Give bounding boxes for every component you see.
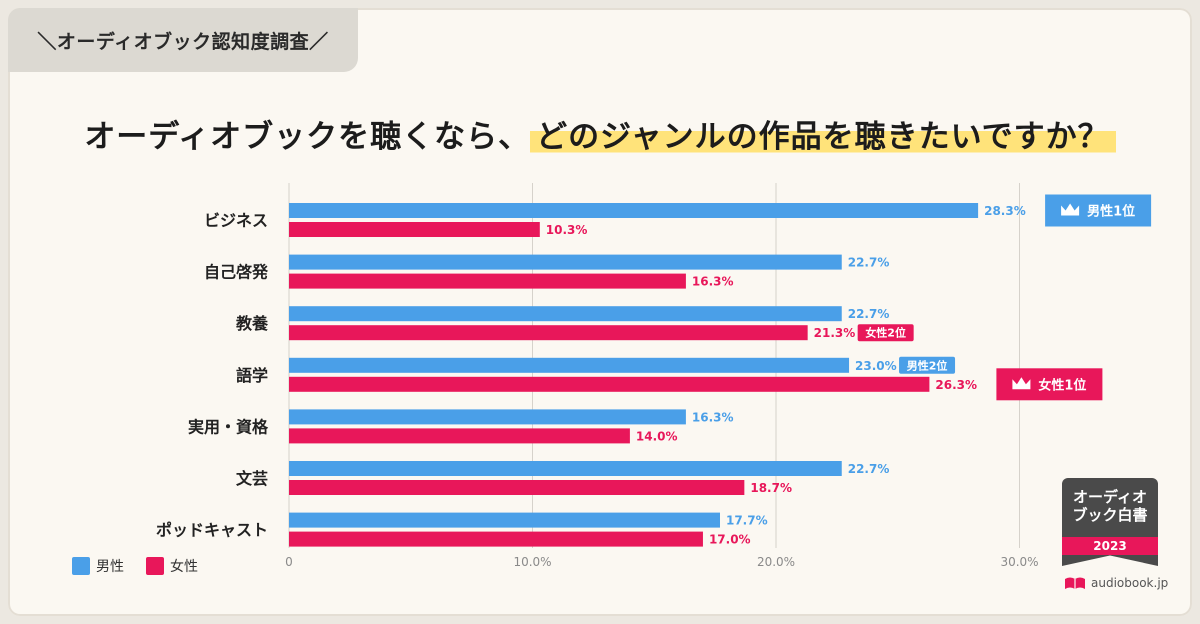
survey-tag: ＼オーディオブック認知度調査／ <box>8 8 358 72</box>
data-label: 16.3% <box>692 410 734 424</box>
data-label: 28.3% <box>984 204 1026 218</box>
rank-badge <box>899 356 956 374</box>
legend-label-male: 男性 <box>96 559 124 575</box>
site-credit: audiobook.jp <box>1064 576 1168 590</box>
bar <box>289 325 808 341</box>
x-tick-label: 10.0% <box>513 555 551 569</box>
data-label: 22.7% <box>848 256 890 270</box>
rank-badge <box>857 324 914 342</box>
x-tick-label: 30.0% <box>1000 555 1038 569</box>
bar <box>289 203 979 218</box>
data-label: 22.7% <box>848 307 890 321</box>
title-part-2-highlight: どのジャンルの作品を聴きたいですか？ <box>530 110 1116 156</box>
crown-icon <box>1061 203 1080 216</box>
legend-swatch-female <box>146 557 164 575</box>
data-label: 14.0% <box>636 429 678 443</box>
bar <box>289 306 842 322</box>
legend-swatch-male <box>72 557 90 575</box>
legend: 男性 女性 <box>72 556 198 576</box>
category-label: 教養 <box>236 314 268 333</box>
x-tick-label: 20.0% <box>757 555 795 569</box>
category-label: 文芸 <box>236 469 268 488</box>
category-label: ビジネス <box>204 211 268 230</box>
crown-icon <box>1012 377 1031 390</box>
rank-badge-label: 男性2位 <box>907 358 948 372</box>
category-label: 自己啓発 <box>204 263 269 282</box>
rank-badge-label: 女性1位 <box>1038 377 1086 393</box>
bar <box>289 222 540 237</box>
bar <box>289 461 842 476</box>
data-label: 17.7% <box>726 514 768 528</box>
title-part-1: オーディオブックを聴くなら、 <box>84 118 531 155</box>
bar <box>289 480 745 495</box>
rank-badge-label: 男性1位 <box>1087 204 1135 220</box>
page-title: オーディオブックを聴くなら、 どのジャンルの作品を聴きたいですか？ <box>0 108 1200 158</box>
bar <box>289 512 720 528</box>
bar <box>289 428 630 444</box>
bar <box>289 254 842 270</box>
site-name: audiobook.jp <box>1091 576 1169 590</box>
legend-item-female: 女性 <box>146 556 198 576</box>
logo-line-2: ブック白書 <box>1072 506 1148 524</box>
data-label: 17.0% <box>709 533 751 547</box>
bar <box>289 376 930 392</box>
bar <box>289 357 850 373</box>
category-label: 実用・資格 <box>188 417 269 436</box>
bar <box>289 409 686 425</box>
rank-badge-label: 女性2位 <box>865 326 906 340</box>
legend-item-male: 男性 <box>72 556 124 576</box>
x-tick-label: 0 <box>285 555 293 569</box>
bar <box>289 531 703 547</box>
data-label: 22.7% <box>848 462 890 476</box>
data-label: 21.3% <box>814 326 856 340</box>
data-label: 16.3% <box>692 275 734 289</box>
data-label: 10.3% <box>546 223 588 237</box>
logo-year: 2023 <box>1062 537 1158 555</box>
book-icon <box>1065 577 1085 589</box>
legend-label-female: 女性 <box>170 559 198 575</box>
bar <box>289 273 686 289</box>
logo-line-1: オーディオ <box>1073 488 1147 506</box>
data-label: 23.0% <box>855 359 897 373</box>
report-logo: オーディオ ブック白書 2023 <box>1062 478 1158 566</box>
data-label: 18.7% <box>750 481 792 495</box>
data-label: 26.3% <box>935 378 977 392</box>
category-label: ポッドキャスト <box>156 521 268 540</box>
category-label: 語学 <box>236 366 268 385</box>
